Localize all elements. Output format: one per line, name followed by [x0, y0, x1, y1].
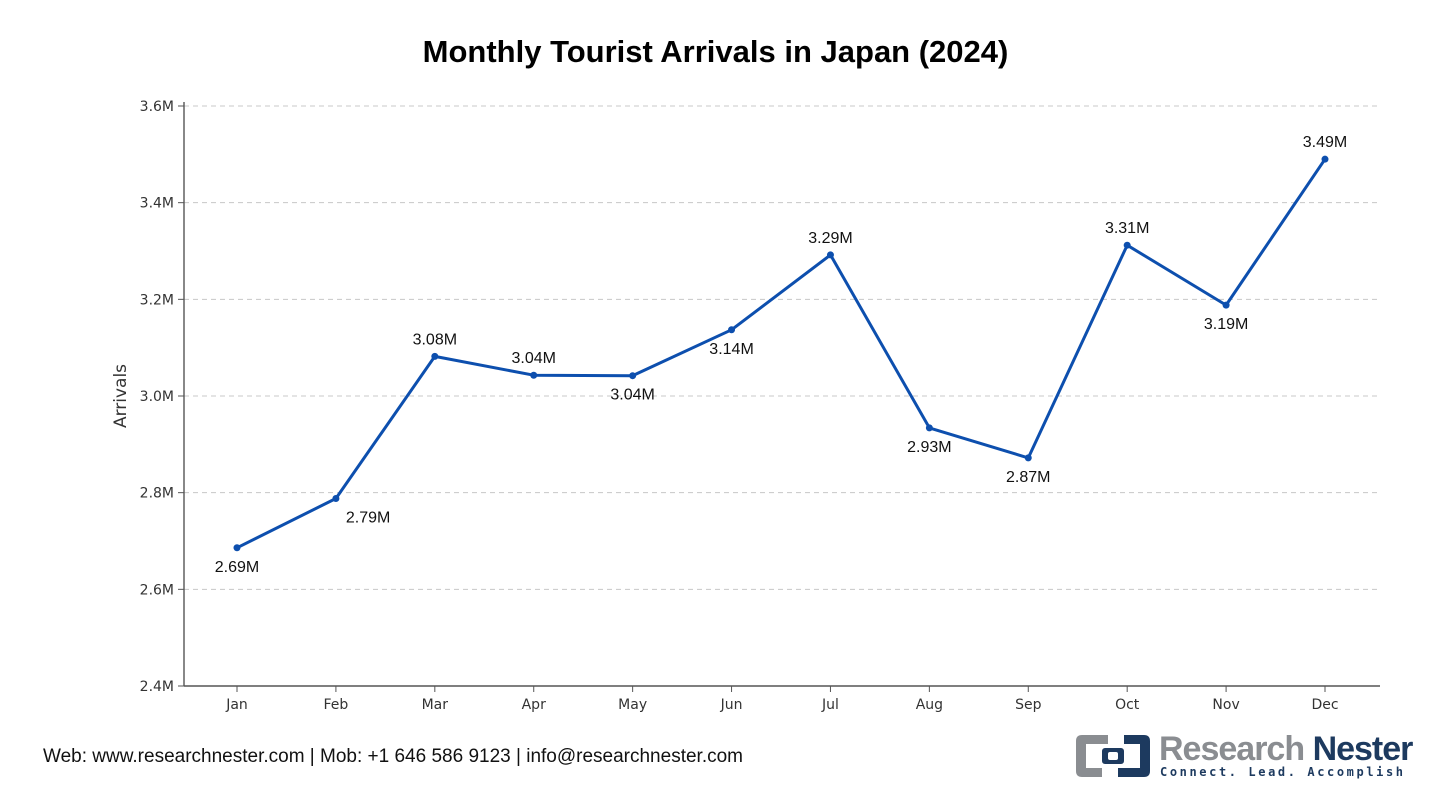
logo-mark-icon — [1076, 735, 1150, 777]
data-label: 3.19M — [1204, 316, 1248, 333]
data-label: 2.93M — [907, 439, 951, 456]
x-tick-label: Aug — [916, 697, 943, 713]
data-label: 3.49M — [1303, 134, 1347, 151]
y-tick-label: 3.4M — [140, 196, 174, 212]
footer-web: Web: www.researchnester.com — [43, 746, 305, 767]
data-label: 3.31M — [1105, 220, 1149, 237]
data-points — [233, 155, 1329, 552]
y-tick-label: 3.2M — [140, 292, 174, 308]
y-tick-label: 3.0M — [140, 389, 174, 405]
data-point — [925, 424, 933, 432]
research-nester-logo: Research Nester Connect. Lead. Accomplis… — [1072, 731, 1413, 781]
y-tick-label: 2.8M — [140, 486, 174, 502]
data-label: 2.69M — [215, 559, 259, 576]
data-point — [728, 326, 736, 334]
y-axis-label: Arrivals — [111, 364, 131, 428]
series-line-path — [236, 158, 1327, 550]
x-tick-label: Jan — [225, 697, 248, 713]
footer-separator: | — [304, 746, 321, 767]
data-label: 2.79M — [346, 509, 390, 526]
data-point — [1222, 301, 1230, 309]
logo-tagline: Connect. Lead. Accomplish — [1160, 765, 1406, 779]
chart-title: Monthly Tourist Arrivals in Japan (2024) — [422, 34, 1009, 69]
data-label: 2.87M — [1006, 469, 1050, 486]
x-tick-label: Jun — [720, 697, 743, 713]
data-labels: 2.69M 2.79M 3.08M 3.04M 3.04M 3.14M 3.29M 2.93M… — [215, 134, 1347, 576]
footer-separator: | — [510, 746, 527, 767]
y-tick-label: 2.6M — [140, 582, 174, 598]
y-tick-label: 2.4M — [140, 679, 174, 695]
logo-wordmark: Research Nester — [1159, 730, 1414, 768]
x-tick-label: Feb — [324, 697, 349, 713]
logo-word-nester: Nester — [1312, 730, 1414, 768]
data-label: 3.04M — [511, 350, 555, 367]
x-tick-label: Jul — [821, 697, 839, 713]
x-tick-label: Nov — [1212, 697, 1239, 713]
data-point — [1123, 241, 1131, 249]
data-label: 3.14M — [709, 341, 753, 358]
x-tick-label: Mar — [422, 697, 449, 713]
y-tick-label: 3.6M — [140, 99, 174, 115]
data-label: 3.04M — [610, 387, 654, 404]
x-tick-label: Apr — [522, 697, 546, 713]
data-point — [629, 372, 637, 380]
footer-contact: Web: www.researchnester.com | Mob: +1 64… — [43, 746, 743, 768]
x-tick-label: Oct — [1115, 697, 1140, 713]
logo-word-research: Research — [1159, 730, 1305, 768]
data-point — [1321, 155, 1329, 163]
x-tick-label: May — [618, 697, 647, 713]
data-point — [233, 544, 241, 552]
data-point — [826, 251, 834, 259]
x-tick-label: Dec — [1311, 697, 1338, 713]
data-point — [1024, 454, 1032, 462]
axes: 2.4M 2.6M 2.8M 3.0M 3.2M 3.4M 3.6M Jan Feb Mar Apr… — [111, 99, 1380, 713]
x-tick-label: Sep — [1015, 697, 1042, 713]
series-line — [236, 158, 1327, 550]
data-label: 3.29M — [808, 230, 852, 247]
data-point — [332, 494, 340, 502]
footer-mobile: Mob: +1 646 586 9123 — [320, 746, 511, 767]
data-label: 3.08M — [413, 331, 457, 348]
data-point — [431, 352, 439, 360]
footer-email: info@researchnester.com — [526, 746, 743, 767]
grid-lines — [184, 105, 1380, 687]
data-point — [530, 371, 538, 379]
